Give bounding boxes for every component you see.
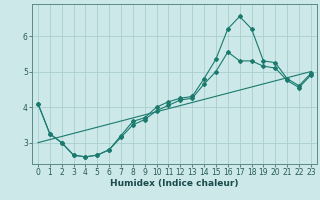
X-axis label: Humidex (Indice chaleur): Humidex (Indice chaleur)	[110, 179, 239, 188]
